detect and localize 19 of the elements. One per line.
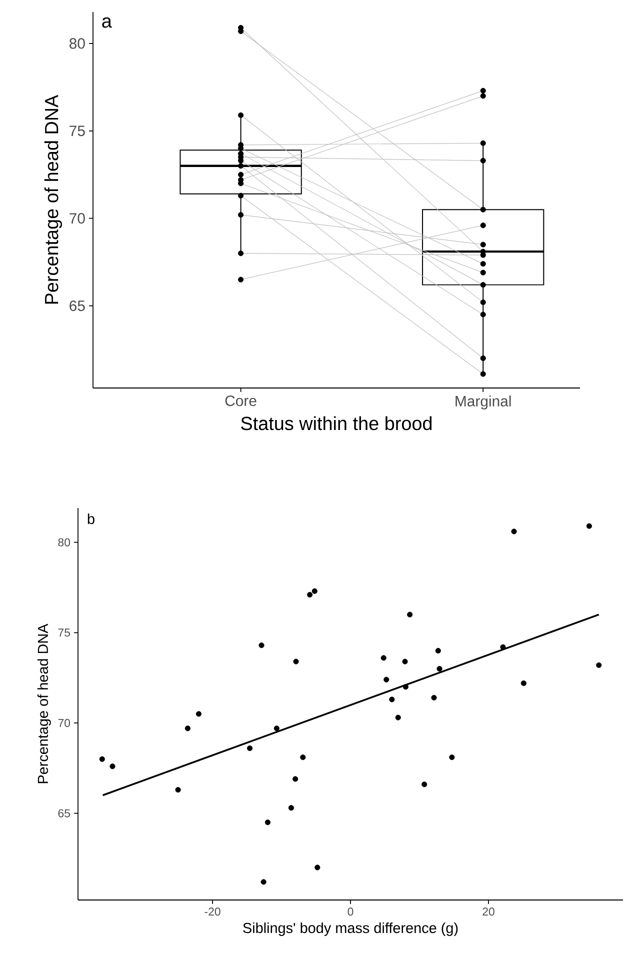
y-tick-label: 70 [58,718,70,728]
y-tick-label: 80 [58,538,70,546]
x-tick-label: Marginal [456,396,511,410]
y-tick-label: 80 [70,38,85,49]
x-axis-title: Siblings' body mass difference (g) [243,922,458,936]
x-tick-label: -20 [204,908,220,916]
x-tick-label: 20 [482,908,494,916]
y-tick-label: 75 [58,628,70,637]
y-tick-label: 65 [70,300,85,312]
x-axis-title: Status within the brood [241,416,432,430]
annotation: b [88,513,94,524]
x-tick-label: Core [225,396,256,406]
annotation: a [102,17,112,28]
y-tick-label: 75 [70,126,85,136]
y-tick-label: 70 [70,213,85,224]
x-tick-label: 0 [348,908,354,916]
y-tick-label: 65 [58,809,70,818]
y-axis-title: Percentage of head DNA [44,94,62,304]
y-axis-title: Percentage of head DNA [37,624,51,784]
